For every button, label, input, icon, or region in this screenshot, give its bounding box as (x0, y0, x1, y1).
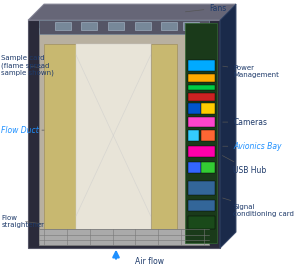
Text: Cameras: Cameras (223, 118, 267, 127)
FancyBboxPatch shape (108, 21, 124, 30)
Text: Fans: Fans (185, 4, 226, 12)
FancyBboxPatch shape (201, 130, 214, 141)
FancyBboxPatch shape (55, 21, 71, 30)
FancyBboxPatch shape (201, 162, 214, 173)
FancyBboxPatch shape (188, 216, 214, 229)
Text: Flow
straightener: Flow straightener (2, 215, 44, 228)
FancyBboxPatch shape (188, 200, 214, 211)
FancyBboxPatch shape (188, 117, 214, 127)
Text: Signal
conditioning card: Signal conditioning card (223, 198, 294, 217)
Text: Sample card
(flame spread
sample shown): Sample card (flame spread sample shown) (2, 55, 54, 76)
FancyBboxPatch shape (39, 28, 209, 243)
FancyBboxPatch shape (39, 20, 209, 34)
FancyBboxPatch shape (39, 229, 209, 246)
Text: Flow Duct: Flow Duct (2, 126, 44, 135)
Text: Air flow: Air flow (135, 257, 164, 266)
FancyBboxPatch shape (76, 44, 151, 237)
Text: Power
Management: Power Management (223, 64, 279, 78)
FancyBboxPatch shape (135, 21, 151, 30)
FancyBboxPatch shape (81, 21, 98, 30)
FancyBboxPatch shape (44, 44, 76, 237)
FancyBboxPatch shape (188, 74, 214, 82)
FancyBboxPatch shape (188, 103, 201, 114)
FancyBboxPatch shape (188, 162, 201, 173)
FancyBboxPatch shape (188, 146, 214, 157)
FancyBboxPatch shape (188, 60, 214, 71)
Polygon shape (220, 4, 236, 248)
Polygon shape (28, 4, 236, 20)
FancyBboxPatch shape (151, 44, 177, 237)
FancyBboxPatch shape (28, 20, 220, 248)
Text: USB Hub: USB Hub (222, 156, 267, 175)
FancyBboxPatch shape (183, 21, 199, 30)
FancyBboxPatch shape (161, 21, 177, 30)
FancyBboxPatch shape (188, 85, 214, 90)
FancyBboxPatch shape (188, 93, 214, 101)
FancyBboxPatch shape (201, 103, 214, 114)
FancyBboxPatch shape (188, 181, 214, 195)
FancyBboxPatch shape (185, 23, 217, 243)
FancyBboxPatch shape (188, 130, 199, 141)
Text: Avionics Bay: Avionics Bay (223, 142, 282, 151)
